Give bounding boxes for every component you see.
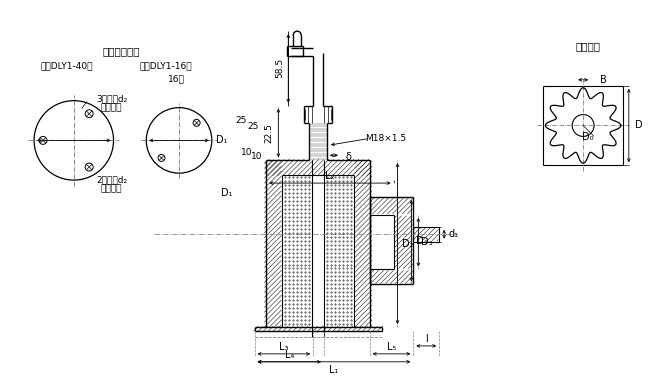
Text: L₄: L₄	[285, 350, 294, 360]
Text: 3销孔－d₂: 3销孔－d₂	[96, 94, 127, 103]
Text: D₁: D₁	[216, 135, 228, 145]
Text: M18×1.5: M18×1.5	[365, 134, 406, 143]
Text: B: B	[600, 75, 606, 85]
Text: D₀: D₀	[582, 133, 594, 142]
Text: D₂: D₂	[402, 239, 413, 249]
Text: D₄: D₄	[415, 236, 427, 246]
Text: l: l	[425, 334, 428, 344]
Text: d₁: d₁	[448, 229, 458, 239]
Text: 25: 25	[235, 116, 246, 125]
Text: 装配后钻: 装配后钻	[101, 184, 122, 193]
Text: 2销孔－d₂: 2销孔－d₂	[96, 176, 127, 184]
Text: L₃: L₃	[279, 342, 289, 352]
Text: L₅: L₅	[387, 342, 396, 352]
Text: 25: 25	[248, 122, 259, 131]
Text: L₁: L₁	[330, 365, 339, 375]
Text: 装配后钻: 装配后钻	[101, 103, 122, 112]
Text: 16型: 16型	[168, 74, 185, 83]
Text: 联接套安装孔: 联接套安装孔	[103, 46, 140, 56]
Text: δ: δ	[346, 152, 352, 162]
Text: D₃: D₃	[421, 237, 433, 247]
Text: 用于DLY1-40型: 用于DLY1-40型	[40, 62, 93, 71]
Text: 磁轭内孔: 磁轭内孔	[576, 41, 601, 51]
Text: D: D	[635, 121, 643, 131]
Text: D₁: D₁	[221, 188, 233, 198]
Text: 10: 10	[240, 148, 252, 157]
Text: 用于DLY1-16型: 用于DLY1-16型	[140, 62, 192, 71]
Text: 10: 10	[251, 152, 262, 161]
Text: 22.5: 22.5	[264, 123, 273, 143]
Text: 58.5: 58.5	[275, 58, 284, 78]
Text: L₂: L₂	[325, 171, 335, 181]
